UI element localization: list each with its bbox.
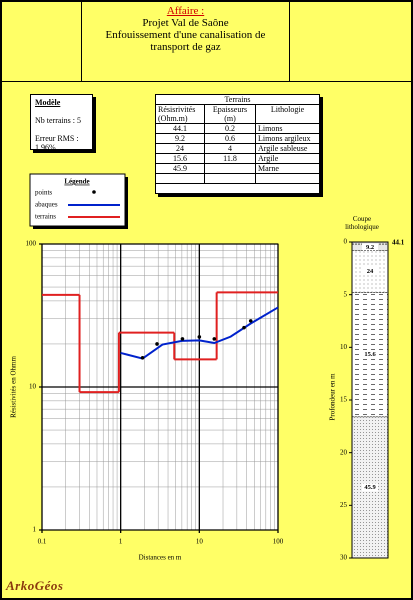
depth-tick-label: 10 bbox=[340, 343, 348, 351]
terrains-table: Terrains Résisrivités (Ohm.m) Epaisseurs… bbox=[156, 95, 319, 184]
subject: Enfouissement d'une canalisation de tran… bbox=[105, 29, 266, 53]
header-left bbox=[2, 2, 82, 82]
layer-label: 9.2 bbox=[366, 244, 374, 251]
data-point bbox=[242, 325, 246, 330]
data-point bbox=[180, 337, 185, 341]
data-point bbox=[155, 342, 159, 346]
y-tick-label: 10 bbox=[29, 383, 37, 391]
x-tick-label: 100 bbox=[273, 538, 284, 546]
x-tick-label: 1 bbox=[119, 538, 123, 546]
depth-tick-label: 25 bbox=[340, 501, 348, 509]
header-right bbox=[290, 2, 411, 82]
layer-label: 44.1 bbox=[392, 239, 405, 247]
table-row: 9.2 0.6 Limons argileux bbox=[156, 133, 319, 144]
column-header: Lithologie bbox=[255, 104, 319, 124]
layer-label: 24 bbox=[367, 268, 374, 275]
layer-label-bg bbox=[362, 243, 378, 252]
y-tick-label: 1 bbox=[33, 526, 37, 534]
table-cell bbox=[204, 163, 256, 174]
table-cell: 45.9 bbox=[156, 163, 205, 174]
data-point bbox=[248, 319, 253, 323]
project: Projet Val de Saône bbox=[142, 17, 229, 29]
header-title: Affaire : bbox=[166, 5, 205, 17]
column-header: Epaisseurs (m) bbox=[204, 104, 256, 124]
layer-label-bg bbox=[362, 267, 378, 276]
model-rms: Erreur RMS : 1.96% bbox=[35, 134, 79, 152]
table-cell: 4 bbox=[204, 143, 256, 154]
legend-marker bbox=[92, 190, 96, 194]
x-tick-label: 10 bbox=[196, 538, 204, 546]
table-title: Terrains bbox=[156, 95, 319, 105]
table-row: 45.9 Marne bbox=[156, 163, 319, 174]
table-cell: Marne bbox=[255, 163, 319, 174]
legend-label: terrains bbox=[35, 213, 56, 221]
y-tick-label: 100 bbox=[26, 240, 37, 248]
legend-label: abaques bbox=[35, 201, 58, 209]
model-box: Modèle Nb terrains : 5 Erreur RMS : 1.96… bbox=[30, 94, 93, 152]
table-row: 44.1 0.2 Limons bbox=[156, 123, 319, 134]
depth-tick-label: 5 bbox=[344, 290, 348, 298]
terrains-box: Terrains Résisrivités (Ohm.m) Epaisseurs… bbox=[155, 94, 320, 194]
depth-tick-label: 0 bbox=[344, 238, 348, 246]
table-cell bbox=[156, 173, 205, 184]
table-cell: 15.6 bbox=[156, 153, 205, 164]
legend-title: Légende bbox=[64, 178, 89, 186]
depth-tick-label: 15 bbox=[340, 396, 348, 404]
legend-label: points bbox=[35, 189, 52, 197]
table-cell: 9.2 bbox=[156, 133, 205, 144]
table-cell: 24 bbox=[156, 143, 205, 154]
layer-label-bg bbox=[362, 350, 378, 359]
depth-tick-label: 20 bbox=[340, 448, 348, 456]
model-title: Modèle bbox=[35, 98, 61, 107]
x-axis-label: Distances en m bbox=[139, 554, 182, 562]
table-cell: 44.1 bbox=[156, 123, 205, 134]
table-cell: 0.6 bbox=[204, 133, 256, 144]
table-cell: Limons argileux bbox=[255, 133, 319, 144]
plot-border bbox=[41, 243, 279, 531]
table-cell: Argile sableuse bbox=[255, 143, 319, 154]
table-cell bbox=[255, 173, 319, 184]
data-point bbox=[197, 335, 202, 339]
table-row: 15.6 11.8 Argile bbox=[156, 153, 319, 164]
depth-axis-label: Profondeur en m bbox=[329, 373, 337, 421]
column-header: Résisrivités (Ohm.m) bbox=[156, 104, 205, 124]
x-tick-label: 0.1 bbox=[38, 538, 47, 546]
table-row: 24 4 Argile sableuse bbox=[156, 143, 319, 154]
header-center: Affaire : Projet Val de Saône Enfouissem… bbox=[82, 2, 290, 82]
y-axis-label: Résistivités en Ohmm bbox=[10, 356, 18, 418]
table-cell: Limons bbox=[255, 123, 319, 134]
table-cell bbox=[204, 173, 256, 184]
data-point bbox=[140, 356, 145, 360]
layer-label-bg bbox=[362, 483, 378, 492]
table-cell: 0.2 bbox=[204, 123, 256, 134]
depth-tick-label: 30 bbox=[340, 554, 348, 562]
layer-label: 45.9 bbox=[364, 484, 376, 491]
column-title: Coupe lithologique bbox=[345, 215, 379, 231]
layer-label: 15.6 bbox=[364, 351, 376, 358]
data-point bbox=[212, 337, 217, 341]
table-cell: Argile bbox=[255, 153, 319, 164]
logo: ArkoGéos bbox=[6, 578, 64, 593]
table-cell: 11.8 bbox=[204, 153, 256, 164]
table-row bbox=[156, 173, 319, 184]
table-body: 44.1 0.2 Limons 9.2 0.6 Limons argileux 24 4 Arg… bbox=[156, 123, 319, 184]
model-layers: Nb terrains : 5 bbox=[35, 116, 81, 125]
